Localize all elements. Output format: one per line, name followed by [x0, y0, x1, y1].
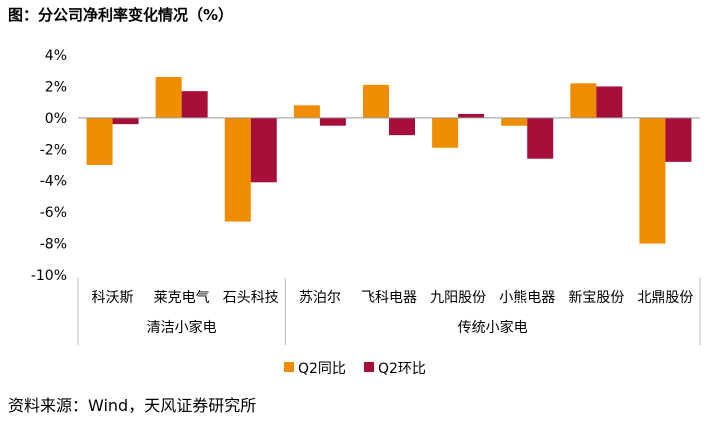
category-label: 石头科技 [223, 290, 279, 306]
category-label: 小熊电器 [499, 290, 555, 306]
group-label: 传统小家电 [458, 319, 528, 336]
chart-title: 图：分公司净利率变化情况（%） [8, 6, 234, 24]
bar-yoy [363, 84, 389, 118]
y-axis: 4% 2% 0% -2% -4% -6% -8% -10% [31, 48, 67, 284]
bar-yoy [639, 117, 666, 244]
y-tick-label: -6% [40, 205, 67, 221]
legend-swatch [284, 362, 294, 372]
bars [86, 77, 692, 244]
legend: Q2同比 Q2环比 [284, 361, 426, 377]
legend-label: Q2环比 [378, 361, 426, 377]
bar-yoy [224, 117, 251, 222]
y-tick-label: -10% [31, 268, 67, 284]
bar-yoy [501, 117, 528, 126]
bar-qoq [665, 117, 692, 162]
y-tick-label: -4% [40, 174, 67, 190]
bar-qoq [389, 117, 415, 136]
bar-qoq [596, 86, 623, 118]
bar-qoq [458, 113, 485, 118]
group-label: 清洁小家电 [147, 319, 217, 336]
legend-label: Q2同比 [298, 361, 346, 377]
y-tick-label: 4% [45, 48, 67, 64]
y-tick-label: 0% [45, 111, 67, 127]
bar-yoy [155, 77, 182, 118]
category-label: 新宝股份 [568, 290, 624, 306]
bar-yoy [432, 117, 459, 148]
bar-yoy [293, 105, 320, 118]
bar-qoq [181, 91, 208, 118]
source-note: 资料来源：Wind，天风证券研究所 [8, 396, 257, 415]
bar-qoq [112, 117, 139, 125]
category-label: 飞科电器 [361, 290, 417, 306]
y-tick-label: -8% [40, 237, 67, 253]
bar-yoy [86, 117, 113, 165]
y-tick-label: -2% [40, 142, 67, 158]
bar-yoy [570, 83, 597, 118]
legend-swatch [364, 362, 374, 372]
category-label: 九阳股份 [430, 290, 486, 306]
bar-qoq [527, 117, 554, 159]
category-label: 莱克电气 [154, 290, 210, 306]
category-label: 苏泊尔 [299, 290, 341, 306]
category-label: 科沃斯 [92, 290, 134, 306]
y-tick-label: 2% [45, 79, 67, 95]
bar-qoq [250, 117, 277, 183]
bar-qoq [319, 117, 346, 126]
category-label: 北鼎股份 [637, 290, 693, 306]
